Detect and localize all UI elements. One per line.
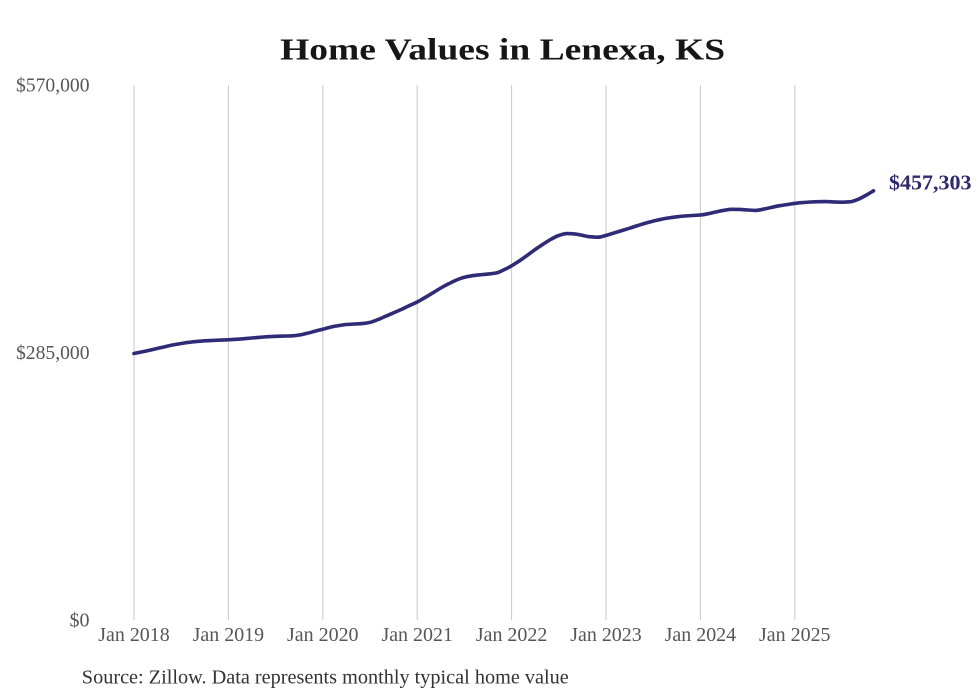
svg-text:Source: Zillow. Data represent: Source: Zillow. Data represents monthly …: [82, 666, 569, 688]
svg-text:Jan 2019: Jan 2019: [193, 624, 265, 646]
svg-text:$457,303: $457,303: [889, 171, 972, 195]
svg-text:$285,000: $285,000: [16, 342, 90, 364]
svg-text:Home Values in Lenexa, KS: Home Values in Lenexa, KS: [280, 32, 725, 67]
svg-text:Jan 2018: Jan 2018: [98, 624, 170, 646]
svg-text:Jan 2022: Jan 2022: [476, 624, 548, 646]
svg-text:Jan 2023: Jan 2023: [570, 624, 642, 646]
svg-text:$570,000: $570,000: [16, 75, 90, 97]
svg-text:$0: $0: [70, 610, 90, 632]
svg-text:Jan 2025: Jan 2025: [759, 624, 831, 646]
svg-text:Jan 2020: Jan 2020: [287, 624, 359, 646]
svg-text:Jan 2024: Jan 2024: [665, 624, 737, 646]
svg-text:Jan 2021: Jan 2021: [381, 624, 453, 646]
